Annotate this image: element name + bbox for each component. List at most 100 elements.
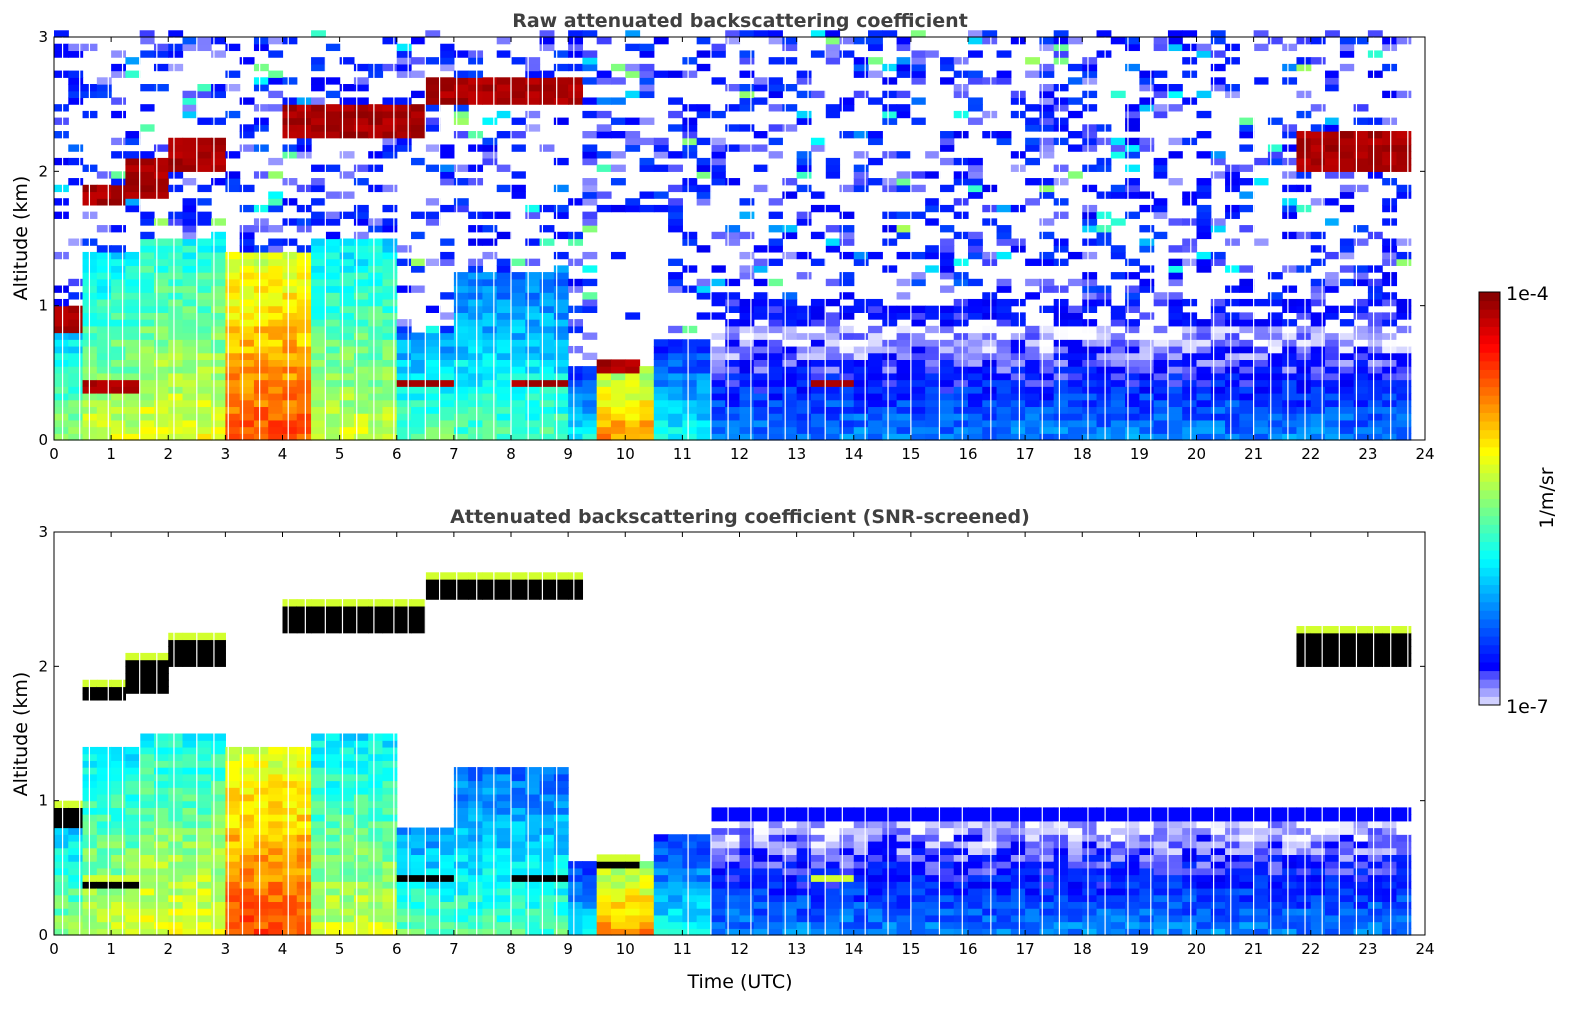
heatmap-cell [296, 894, 312, 903]
heatmap-cell [111, 97, 127, 105]
heatmap-cell [225, 854, 241, 862]
heatmap-cell [211, 37, 226, 45]
heatmap-cell [539, 84, 555, 92]
heatmap-cell [211, 90, 226, 99]
heatmap-cell [211, 867, 226, 876]
heatmap-cell [610, 867, 626, 876]
heatmap-cell [539, 144, 555, 152]
heatmap-cell [168, 372, 184, 381]
heatmap-cell [1310, 386, 1326, 394]
heatmap-cell [1325, 386, 1340, 394]
heatmap-cell [1382, 406, 1398, 414]
heatmap-cell [525, 366, 541, 374]
heatmap-cell [1282, 285, 1298, 293]
heatmap-cell [468, 921, 484, 929]
heatmap-cell [1053, 97, 1069, 105]
heatmap-cell [853, 37, 869, 45]
heatmap-cell [1167, 372, 1183, 381]
heatmap-cell [196, 834, 212, 842]
heatmap-cell [725, 359, 741, 367]
heatmap-cell [68, 50, 84, 58]
heatmap-cell [253, 319, 269, 327]
heatmap-cell [368, 225, 384, 233]
heatmap-cell [253, 419, 269, 428]
heatmap-cell [396, 827, 412, 835]
heatmap-cell [139, 325, 155, 334]
heatmap-cell [1310, 345, 1326, 354]
heatmap-cell [211, 646, 226, 654]
heatmap-cell [682, 399, 698, 408]
heatmap-cell [1296, 37, 1312, 45]
heatmap-cell [1096, 298, 1112, 307]
heatmap-cell [1339, 278, 1355, 287]
heatmap-cell [1110, 332, 1126, 340]
heatmap-cell [196, 406, 212, 414]
heatmap-cell [625, 881, 641, 889]
x-tick-label: 4 [278, 445, 288, 463]
heatmap-cell [1382, 399, 1398, 408]
heatmap-cell [168, 814, 184, 822]
heatmap-cell [153, 379, 169, 387]
heatmap-cell [739, 928, 755, 936]
heatmap-cell [1025, 198, 1041, 206]
heatmap-cell [196, 652, 212, 661]
heatmap-cell [153, 746, 169, 755]
heatmap-cell [725, 30, 741, 38]
heatmap-cell [1039, 258, 1055, 266]
heatmap-cell [1253, 298, 1269, 307]
heatmap-cell [1039, 386, 1055, 394]
heatmap-cell [282, 626, 298, 634]
heatmap-cell [810, 231, 826, 240]
heatmap-cell [296, 392, 312, 401]
heatmap-cell [453, 379, 469, 387]
heatmap-cell [782, 399, 798, 408]
heatmap-cell [139, 901, 155, 909]
heatmap-cell [839, 827, 855, 835]
heatmap-cell [1310, 144, 1326, 152]
heatmap-cell [1196, 184, 1212, 193]
heatmap-cell [111, 278, 127, 287]
heatmap-cell [1282, 198, 1298, 206]
heatmap-cell [1267, 352, 1283, 360]
heatmap-cell [182, 413, 198, 421]
heatmap-cell [696, 359, 712, 367]
heatmap-cell [1167, 137, 1183, 146]
heatmap-cell [710, 157, 726, 166]
heatmap-cell [168, 861, 184, 869]
heatmap-cell [1282, 157, 1298, 166]
heatmap-cell [325, 345, 341, 354]
heatmap-cell [853, 827, 869, 835]
heatmap-cell [368, 433, 384, 441]
heatmap-cell [211, 245, 226, 253]
heatmap-cell [953, 426, 969, 434]
heatmap-cell [411, 366, 426, 374]
heatmap-cell [782, 305, 798, 313]
heatmap-cell [239, 325, 255, 334]
heatmap-cell [1196, 265, 1212, 273]
heatmap-cell [925, 345, 941, 354]
heatmap-cell [411, 332, 426, 340]
heatmap-cell [468, 312, 484, 320]
heatmap-cell [353, 359, 369, 367]
heatmap-cell [939, 352, 955, 360]
heatmap-cell [511, 372, 526, 381]
heatmap-cell [853, 867, 869, 876]
heatmap-cell [282, 151, 298, 159]
heatmap-cell [268, 325, 284, 334]
heatmap-cell [1053, 30, 1069, 38]
heatmap-cell [853, 834, 869, 842]
heatmap-cell [1167, 325, 1183, 334]
heatmap-cell [696, 887, 712, 896]
heatmap-cell [239, 258, 255, 266]
heatmap-cell [839, 345, 855, 354]
heatmap-cell [768, 104, 783, 112]
heatmap-cell [582, 874, 598, 882]
heatmap-cell [682, 834, 698, 842]
heatmap-cell [825, 894, 841, 903]
heatmap-cell [153, 820, 169, 829]
heatmap-cell [425, 572, 441, 580]
heatmap-cell [311, 292, 326, 300]
heatmap-cell [382, 110, 398, 119]
heatmap-cell [853, 928, 869, 936]
heatmap-cell [810, 352, 826, 360]
